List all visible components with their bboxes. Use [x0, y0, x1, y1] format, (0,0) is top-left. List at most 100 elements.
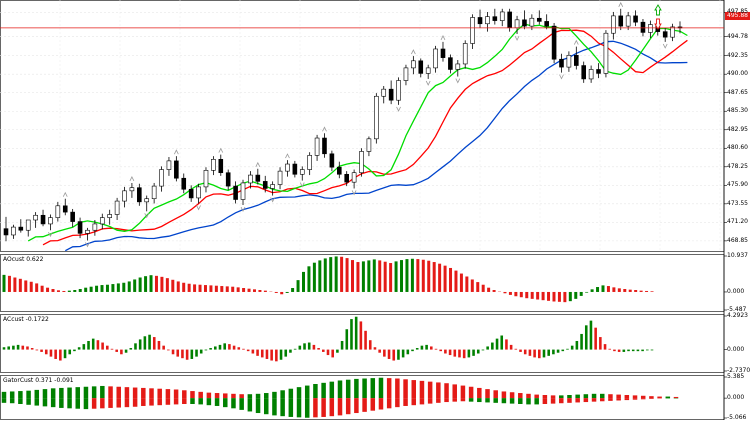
- y-tick-label: 497.85: [727, 8, 748, 16]
- fractal-down-marker: [455, 78, 461, 84]
- sell-arrow-icon: [654, 18, 662, 30]
- alligator-teeth-line: [42, 29, 688, 246]
- candle-body: [351, 172, 357, 183]
- candle-body: [544, 21, 549, 27]
- candle-body: [551, 25, 557, 60]
- candle-body: [448, 57, 453, 70]
- fractal-down-marker: [425, 80, 431, 86]
- candle-body: [529, 17, 535, 27]
- y-tick-label: 475.90: [727, 181, 748, 189]
- fractal-down-marker: [85, 242, 90, 248]
- candle-body: [440, 48, 446, 58]
- candle-body: [85, 229, 90, 234]
- candle-body: [314, 137, 320, 156]
- candle-body: [144, 198, 150, 203]
- candle-body: [566, 54, 572, 68]
- fractal-down-marker: [396, 106, 401, 112]
- candle-body: [233, 185, 238, 200]
- candle-body: [151, 185, 157, 200]
- fractal-up-marker: [285, 153, 290, 159]
- fractal-up-marker: [322, 126, 327, 132]
- candle-body: [433, 48, 438, 69]
- fractal-up-marker: [218, 147, 224, 153]
- candle-body: [299, 169, 305, 175]
- candle-body: [248, 174, 253, 184]
- fractal-down-marker: [514, 35, 520, 41]
- candle-body: [470, 17, 475, 44]
- candle-body: [62, 205, 68, 213]
- ao-y-tick-label: 10.937: [727, 252, 748, 259]
- candle-body: [633, 15, 638, 23]
- candle-body: [514, 19, 520, 29]
- fractal-up-marker: [618, 1, 624, 7]
- candle-body: [462, 43, 468, 65]
- candle-body: [25, 219, 31, 231]
- candle-body: [359, 151, 364, 174]
- candle-body: [648, 24, 653, 33]
- candle-body: [662, 31, 668, 38]
- y-tick-label: 473.55: [727, 199, 748, 207]
- candle-body: [492, 16, 498, 21]
- fractal-down-marker: [299, 182, 305, 188]
- candle-body: [322, 137, 327, 155]
- candle-body: [33, 214, 38, 221]
- candle-body: [625, 15, 631, 27]
- y-tick-label: 478.25: [727, 162, 748, 170]
- gator-y-tick-label: 0.000: [727, 394, 745, 402]
- gator-y-tick-label: 5.385: [727, 373, 745, 380]
- fractal-up-marker: [411, 49, 416, 55]
- candle-body: [218, 159, 224, 174]
- candle-body: [425, 67, 431, 74]
- candle-body: [536, 17, 542, 22]
- candle-body: [411, 60, 416, 69]
- candle-body: [262, 181, 268, 189]
- fractal-up-marker: [255, 161, 261, 167]
- alligator-lips-line: [27, 23, 688, 242]
- current-price-tag: 495.88: [725, 12, 750, 20]
- candle-body: [581, 65, 587, 80]
- y-tick-label: 487.65: [727, 88, 748, 96]
- fractal-up-marker: [173, 149, 179, 155]
- candle-body: [596, 69, 601, 74]
- fractal-down-marker: [48, 232, 53, 238]
- candle-body: [70, 211, 75, 222]
- ac-y-tick-label: -2.7370: [727, 367, 751, 374]
- candle-body: [418, 60, 424, 74]
- candle-body: [344, 173, 350, 183]
- fractal-down-marker: [240, 206, 246, 212]
- candle-body: [196, 186, 201, 199]
- y-tick-label: 468.85: [727, 236, 748, 244]
- candle-body: [336, 166, 342, 175]
- candle-body: [55, 205, 61, 218]
- candle-body: [485, 16, 490, 25]
- candle-body: [388, 88, 394, 101]
- candle-body: [499, 11, 505, 21]
- fractal-up-marker: [440, 34, 446, 41]
- candle-body: [225, 172, 231, 187]
- candle-body: [618, 15, 624, 27]
- ac-y-tick-label: 4.2923: [727, 312, 748, 319]
- y-tick-label: 480.60: [727, 144, 748, 152]
- candle-body: [670, 26, 675, 38]
- fractal-down-marker: [559, 74, 564, 80]
- candle-body: [11, 226, 16, 236]
- pane-frame-2: [0, 314, 725, 373]
- osc2-title: ACcust -0.1722: [3, 316, 49, 323]
- candle-body: [381, 88, 387, 97]
- candle-body: [285, 163, 290, 172]
- candle-body: [3, 228, 9, 236]
- candle-body: [107, 214, 112, 218]
- pane-frame-0: [0, 0, 725, 252]
- fractal-up-marker: [573, 39, 579, 45]
- candle-body: [122, 190, 127, 202]
- y-tick-label: 494.78: [727, 32, 748, 40]
- fractal-down-marker: [270, 197, 275, 203]
- candle-body: [188, 188, 194, 199]
- fractal-down-marker: [196, 205, 201, 211]
- candle-body: [611, 15, 616, 34]
- y-tick-label: 482.95: [727, 125, 748, 133]
- candle-body: [240, 182, 246, 200]
- candle-body: [307, 155, 312, 170]
